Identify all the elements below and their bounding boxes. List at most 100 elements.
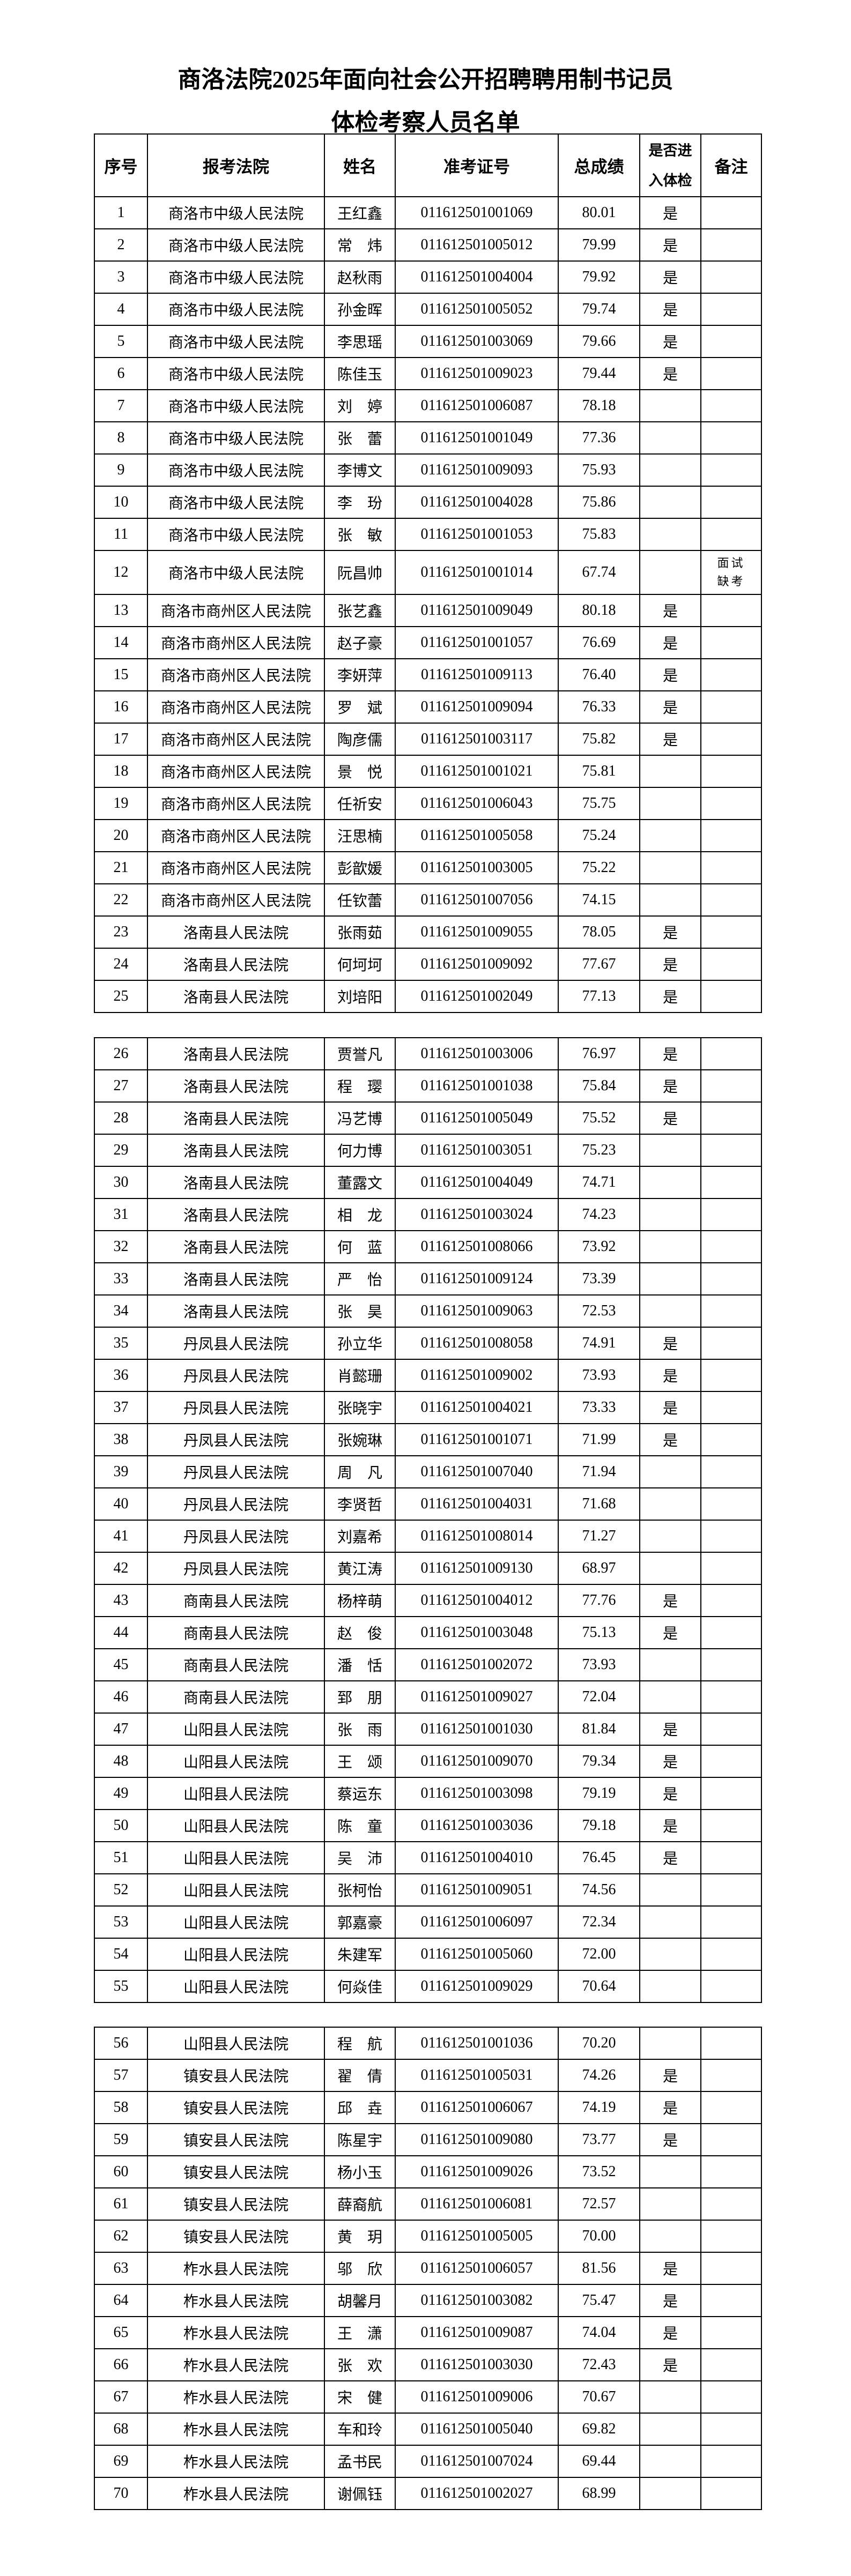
cell-score: 73.92: [558, 1230, 640, 1263]
cell-pass: [639, 1134, 701, 1167]
cell-no: 37: [94, 1391, 148, 1424]
cell-court: 洛南县人民法院: [147, 1294, 325, 1328]
cell-name: 李思瑶: [324, 325, 396, 358]
cell-name: 黄 玥: [324, 2220, 396, 2253]
cell-court: 山阳县人民法院: [147, 1713, 325, 1746]
cell-no: 9: [94, 453, 148, 487]
cell-remark: [700, 594, 762, 627]
table-row: 27 洛南县人民法院程 璎 011612501001038 75.84 是: [94, 1069, 762, 1103]
cell-court: 商洛市商州区人民法院: [147, 819, 325, 852]
cell-remark: [700, 2477, 762, 2510]
table-row: 8 商洛市中级人民法院张 蕾 011612501001049 77.36: [94, 421, 762, 455]
cell-exam-id: 011612501009094: [395, 690, 559, 724]
cell-court: 丹凤县人民法院: [147, 1455, 325, 1488]
cell-pass: 是: [639, 626, 701, 659]
cell-exam-id: 011612501001030: [395, 1713, 559, 1746]
cell-score: 77.36: [558, 421, 640, 455]
cell-court: 丹凤县人民法院: [147, 1552, 325, 1585]
cell-exam-id: 011612501009063: [395, 1294, 559, 1328]
cell-score: 77.76: [558, 1584, 640, 1617]
table-row: 2 商洛市中级人民法院常 炜 011612501005012 79.99 是: [94, 228, 762, 262]
cell-name: 彭歆媛: [324, 851, 396, 884]
cell-name: 邱 垚: [324, 2091, 396, 2124]
cell-remark: [700, 1970, 762, 2003]
cell-pass: 是: [639, 1423, 701, 1456]
cell-exam-id: 011612501005005: [395, 2220, 559, 2253]
cell-no: 21: [94, 851, 148, 884]
cell-remark: [700, 1552, 762, 1585]
cell-no: 50: [94, 1809, 148, 1842]
cell-name: 车和玲: [324, 2413, 396, 2446]
cell-exam-id: 011612501003117: [395, 723, 559, 756]
cell-no: 47: [94, 1713, 148, 1746]
cell-pass: [639, 1680, 701, 1714]
table-row: 62 镇安县人民法院黄 玥 011612501005005 70.00: [94, 2220, 762, 2253]
cell-score: 74.71: [558, 1166, 640, 1199]
cell-exam-id: 011612501004028: [395, 486, 559, 519]
cell-exam-id: 011612501009080: [395, 2123, 559, 2156]
cell-court: 镇安县人民法院: [147, 2059, 325, 2092]
cell-score: 74.19: [558, 2091, 640, 2124]
table-row: 10 商洛市中级人民法院李 玢 011612501004028 75.86: [94, 486, 762, 519]
cell-court: 商洛市商州区人民法院: [147, 658, 325, 691]
cell-no: 25: [94, 980, 148, 1013]
cell-name: 何 蓝: [324, 1230, 396, 1263]
cell-remark: [700, 2059, 762, 2092]
cell-no: 68: [94, 2413, 148, 2446]
cell-remark: [700, 1777, 762, 1810]
cell-no: 63: [94, 2252, 148, 2285]
table-row: 33 洛南县人民法院严 怡 011612501009124 73.39: [94, 1262, 762, 1296]
cell-court: 商洛市中级人民法院: [147, 550, 325, 595]
cell-pass: 是: [639, 2059, 701, 2092]
cell-score: 75.52: [558, 1101, 640, 1135]
cell-exam-id: 011612501009029: [395, 1970, 559, 2003]
cell-no: 22: [94, 883, 148, 917]
cell-court: 丹凤县人民法院: [147, 1520, 325, 1553]
cell-name: 阮昌帅: [324, 550, 396, 595]
cell-no: 5: [94, 325, 148, 358]
candidate-table-page-3: 56 山阳县人民法院程 航 011612501001036 70.20 57 镇安县人民法…: [94, 2027, 762, 2510]
table-row: 29 洛南县人民法院 何力博 011612501003051 75.23: [94, 1134, 762, 1167]
cell-exam-id: 011612501009124: [395, 1262, 559, 1296]
cell-exam-id: 011612501001049: [395, 421, 559, 455]
table-row: 43 商南县人民法院 杨梓萌 011612501004012 77.76 是: [94, 1584, 762, 1617]
cell-court: 商洛市商州区人民法院: [147, 755, 325, 788]
cell-score: 70.64: [558, 1970, 640, 2003]
cell-exam-id: 011612501003006: [395, 1037, 559, 1070]
cell-exam-id: 011612501001071: [395, 1423, 559, 1456]
table-row: 6 商洛市中级人民法院 陈佳玉 011612501009023 79.44 是: [94, 357, 762, 390]
cell-score: 71.94: [558, 1455, 640, 1488]
cell-court: 柞水县人民法院: [147, 2252, 325, 2285]
cell-court: 洛南县人民法院: [147, 980, 325, 1013]
cell-remark: [700, 1069, 762, 1103]
cell-pass: [639, 851, 701, 884]
cell-no: 49: [94, 1777, 148, 1810]
cell-remark: [700, 1520, 762, 1553]
cell-name: 冯艺博: [324, 1101, 396, 1135]
cell-score: 79.44: [558, 357, 640, 390]
cell-exam-id: 011612501002027: [395, 2477, 559, 2510]
cell-court: 镇安县人民法院: [147, 2155, 325, 2188]
cell-score: 81.56: [558, 2252, 640, 2285]
table-row: 61 镇安县人民法院 薛裔航 011612501006081 72.57: [94, 2187, 762, 2221]
cell-score: 68.99: [558, 2477, 640, 2510]
header-no: 序号: [94, 133, 148, 197]
cell-court: 商洛市中级人民法院: [147, 196, 325, 229]
cell-pass: [639, 1487, 701, 1521]
cell-pass: [639, 518, 701, 551]
cell-remark: [700, 1101, 762, 1135]
cell-score: 72.43: [558, 2348, 640, 2381]
cell-pass: 是: [639, 1713, 701, 1746]
cell-name: 孟书民: [324, 2445, 396, 2478]
cell-score: 73.93: [558, 1359, 640, 1392]
cell-name: 董露文: [324, 1166, 396, 1199]
cell-no: 40: [94, 1487, 148, 1521]
cell-exam-id: 011612501006057: [395, 2252, 559, 2285]
cell-name: 谢佩钰: [324, 2477, 396, 2510]
cell-pass: [639, 1938, 701, 1971]
cell-pass: [639, 2027, 701, 2060]
table-row: 30 洛南县人民法院 董露文 011612501004049 74.71: [94, 1166, 762, 1199]
cell-pass: [639, 787, 701, 820]
cell-remark: [700, 1037, 762, 1070]
table-row: 63 柞水县人民法院邬 欣 011612501006057 81.56 是: [94, 2252, 762, 2285]
